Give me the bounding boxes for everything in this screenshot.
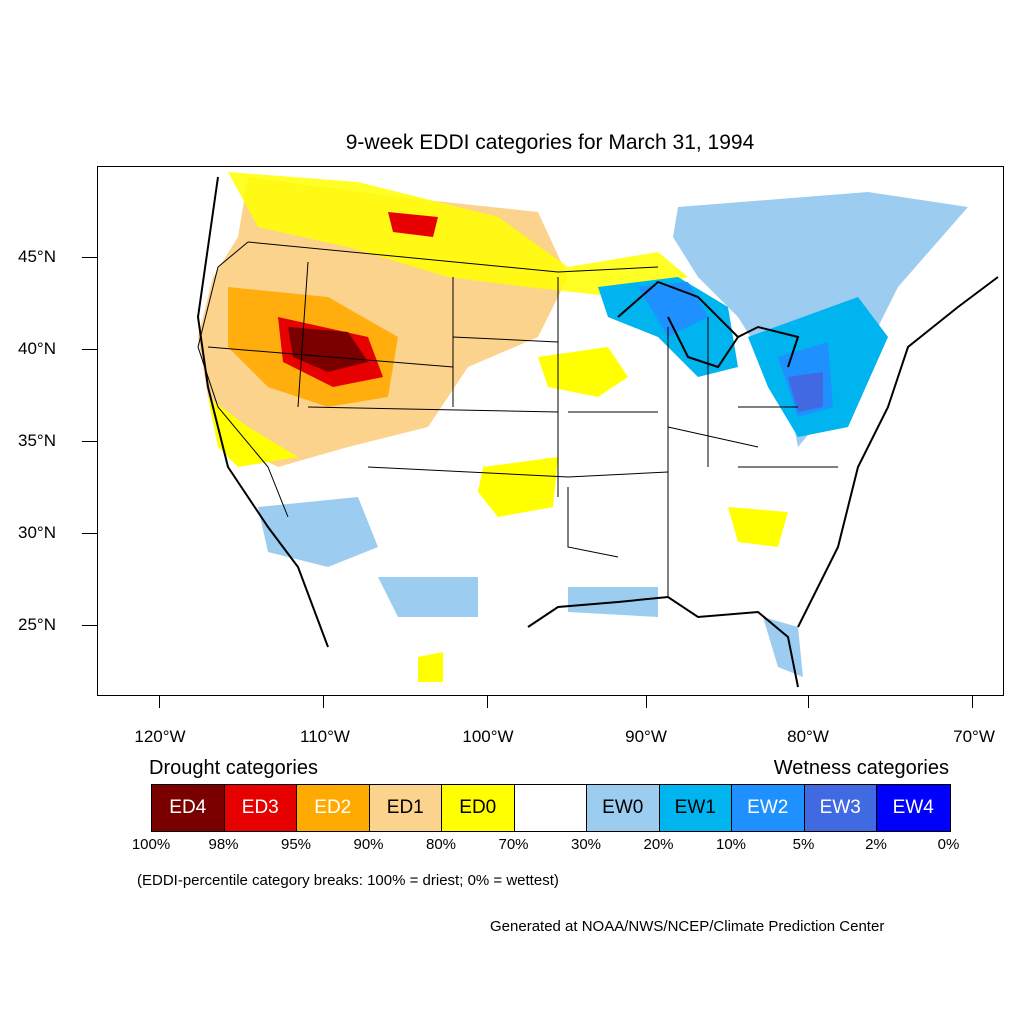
region-ed0-carolina — [728, 507, 788, 547]
region-ew3 — [788, 372, 823, 412]
credit-text: Generated at NOAA/NWS/NCEP/Climate Predi… — [490, 918, 885, 935]
legend-break-label: 95% — [280, 836, 312, 853]
ytick — [82, 533, 97, 534]
region-ed0-west — [208, 397, 298, 467]
region-ew0-florida — [763, 617, 803, 677]
ytick — [82, 257, 97, 258]
y-axis-label: 45°N — [18, 247, 56, 266]
legend-break-label: 98% — [208, 836, 239, 853]
ytick — [82, 441, 97, 442]
x-axis-label: 90°W — [625, 727, 667, 746]
legend-break-label: 70% — [498, 836, 529, 853]
legend-break-label: 5% — [792, 836, 815, 853]
region-ew0-southwest — [258, 497, 378, 567]
x-axis-label: 70°W — [953, 727, 995, 746]
legend-box-ew0: EW0 — [587, 785, 660, 831]
legend-break-label: 100% — [131, 836, 171, 853]
x-axis-label: 80°W — [787, 727, 829, 746]
map-title: 9-week EDDI categories for March 31, 199… — [345, 131, 755, 154]
region-ew2 — [638, 282, 708, 337]
legend-break-label: 20% — [643, 836, 674, 853]
ytick — [82, 349, 97, 350]
boundary-lines — [197, 241, 838, 597]
ytick — [82, 625, 97, 626]
coastlines — [196, 176, 999, 688]
legend-box-neutral — [514, 785, 587, 831]
x-axis-label: 120°W — [134, 727, 186, 746]
map-panel — [97, 166, 1004, 696]
xtick — [972, 696, 973, 708]
region-ed3-north — [388, 212, 438, 237]
xtick — [159, 696, 160, 708]
x-axis-label: 100°W — [462, 727, 514, 746]
region-ed0-plains — [478, 457, 558, 517]
y-axis-label: 30°N — [18, 523, 56, 542]
y-axis-label: 40°N — [18, 339, 56, 358]
legend-box-ed4: ED4 — [152, 785, 225, 831]
legend-box-ew1: EW1 — [659, 785, 732, 831]
legend-bar: ED4 ED3 ED2 ED1 ED0 EW0 EW1 EW2 EW3 EW4 — [151, 784, 951, 832]
xtick — [487, 696, 488, 708]
legend-box-ed0: ED0 — [442, 785, 515, 831]
region-ed0-north — [228, 172, 688, 297]
region-ew0-texas — [378, 577, 478, 617]
xtick — [323, 696, 324, 708]
legend-box-ew3: EW3 — [804, 785, 877, 831]
y-axis-label: 35°N — [18, 431, 56, 450]
region-ed0-mexico — [418, 652, 443, 682]
legend-note: (EDDI-percentile category breaks: 100% =… — [137, 872, 559, 889]
legend-break-label: 30% — [570, 836, 602, 853]
eddi-map — [196, 172, 999, 688]
legend-box-ed1: ED1 — [369, 785, 442, 831]
legend-break-label: 90% — [353, 836, 384, 853]
wetness-legend-title: Wetness categories — [773, 757, 949, 779]
legend-break-label: 0% — [937, 836, 960, 853]
legend-box-ed2: ED2 — [297, 785, 370, 831]
xtick — [808, 696, 809, 708]
legend-box-ew2: EW2 — [732, 785, 805, 831]
legend-break-label: 80% — [425, 836, 457, 853]
legend-break-label: 2% — [865, 836, 887, 853]
legend-box-ew4: EW4 — [877, 785, 950, 831]
drought-legend-title: Drought categories — [149, 757, 318, 779]
region-ed0-central — [538, 347, 628, 397]
xtick — [646, 696, 647, 708]
legend-box-ed3: ED3 — [224, 785, 297, 831]
x-axis-label: 110°W — [300, 727, 350, 746]
y-axis-label: 25°N — [18, 615, 56, 634]
region-ed4 — [288, 327, 368, 372]
legend-break-label: 10% — [715, 836, 747, 853]
